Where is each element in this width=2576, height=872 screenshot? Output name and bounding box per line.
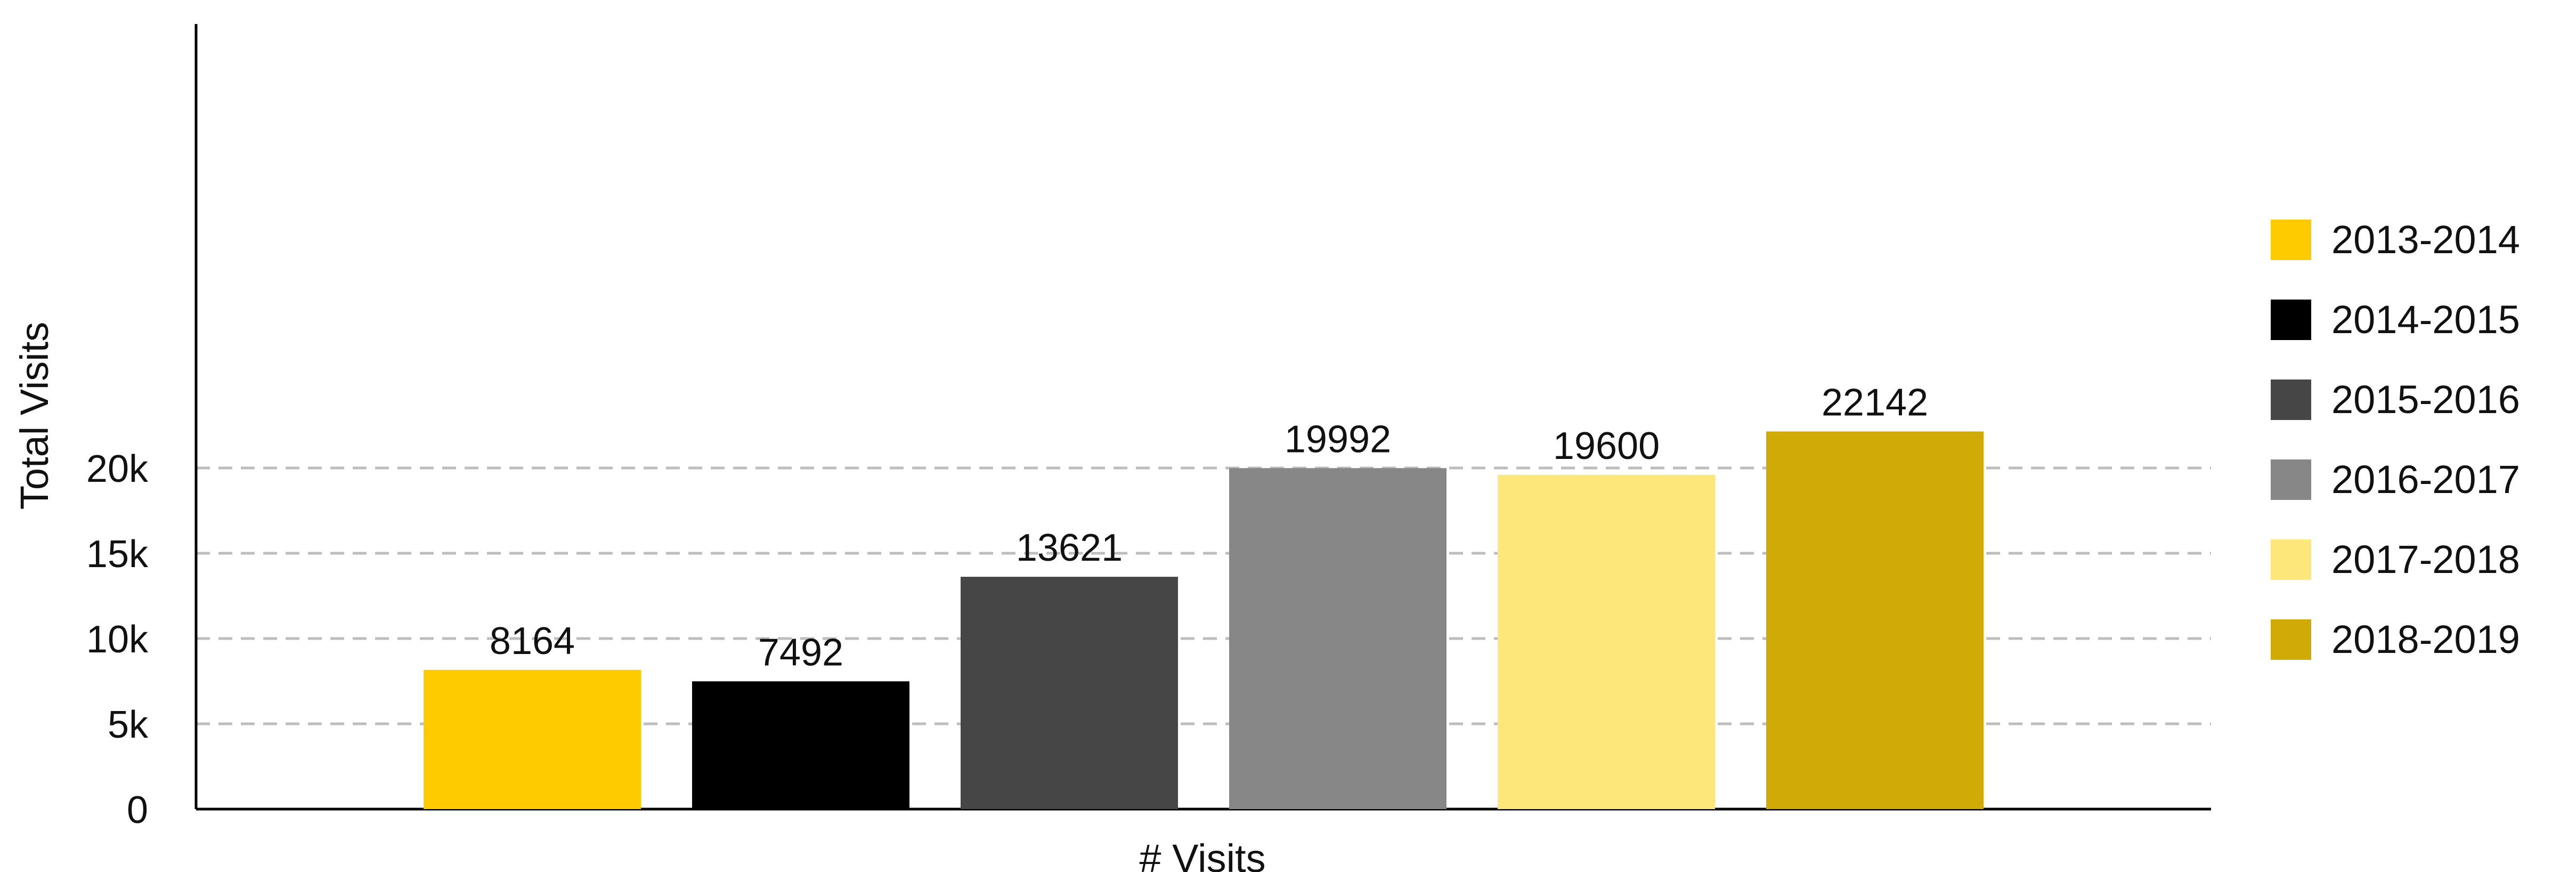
legend-label: 2013-2014: [2331, 217, 2520, 262]
legend-label: 2014-2015: [2331, 297, 2520, 342]
bar-value-label: 22142: [1822, 381, 1928, 424]
bar-2013-2014: [424, 669, 641, 809]
bar-value-label: 7492: [758, 631, 843, 674]
legend-label: 2018-2019: [2331, 617, 2520, 661]
legend-swatch: [2271, 539, 2311, 580]
y-tick-label: 10k: [86, 618, 149, 661]
bar-2015-2016: [961, 577, 1178, 809]
x-axis-title: # Visits: [1139, 836, 1265, 872]
legend-swatch: [2271, 220, 2311, 260]
bar-2014-2015: [692, 681, 909, 809]
bar-2018-2019: [1766, 431, 1984, 809]
y-tick-label: 15k: [86, 533, 149, 576]
bar-value-label: 19600: [1553, 425, 1660, 467]
bars: [424, 431, 1984, 809]
y-tick-label: 5k: [108, 704, 149, 746]
bar-2017-2018: [1498, 474, 1715, 809]
y-axis-title: Total Visits: [12, 322, 56, 510]
bar-value-labels: 8164 7492 13621 19992 19600 22142: [490, 381, 1928, 674]
legend-swatch: [2271, 619, 2311, 660]
legend-label: 2016-2017: [2331, 457, 2520, 502]
bar-2016-2017: [1229, 468, 1447, 809]
legend-swatch: [2271, 300, 2311, 340]
legend-label: 2015-2016: [2331, 377, 2520, 422]
bar-value-label: 8164: [490, 620, 575, 663]
legend-label: 2017-2018: [2331, 537, 2520, 582]
legend: 2013-2014 2014-2015 2015-2016 2016-2017 2017…: [2271, 217, 2520, 661]
y-tick-label: 0: [127, 789, 148, 831]
bar-value-label: 13621: [1016, 527, 1123, 569]
legend-swatch: [2271, 459, 2311, 500]
bar-value-label: 19992: [1285, 418, 1391, 461]
legend-swatch: [2271, 380, 2311, 420]
y-tick-labels: 0 5k 10k 15k 20k: [86, 448, 149, 831]
y-tick-label: 20k: [86, 448, 149, 490]
